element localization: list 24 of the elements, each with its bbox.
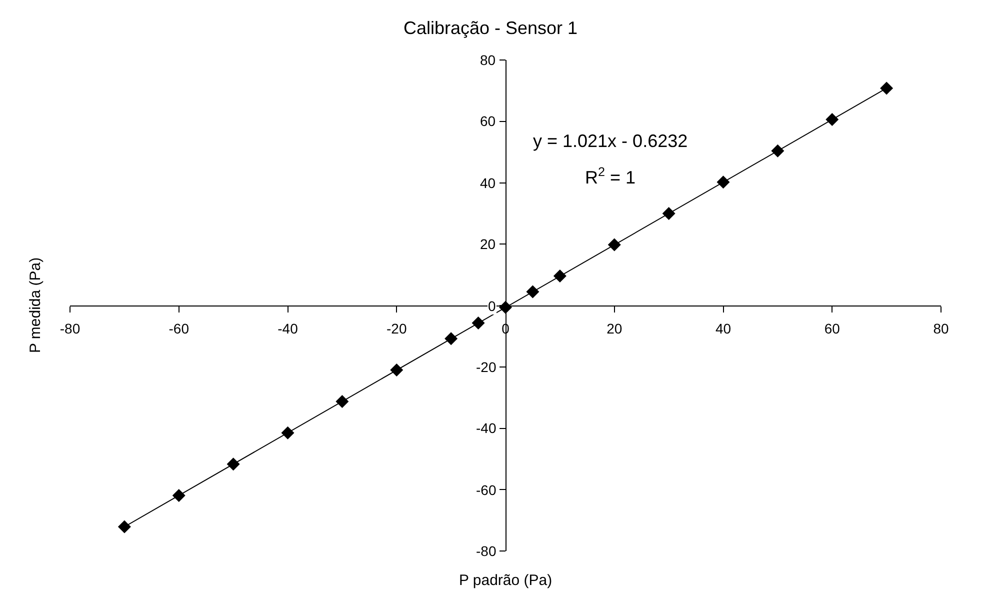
x-tick-label: -40: [278, 320, 298, 336]
x-axis-title: P padrão (Pa): [459, 572, 552, 589]
y-tick-label: 20: [480, 236, 496, 252]
x-tick-label: -20: [386, 320, 407, 336]
chart-title: Calibração - Sensor 1: [403, 18, 578, 38]
x-tick-label: -80: [60, 320, 80, 336]
y-tick-label: -40: [476, 420, 496, 436]
x-tick-label: -60: [168, 320, 190, 336]
y-tick-label: 60: [480, 113, 496, 129]
y-tick-label: 0: [488, 298, 496, 314]
y-tick-label: 80: [480, 52, 496, 68]
y-tick-label: 40: [480, 175, 496, 191]
x-tick-label: 80: [933, 320, 949, 336]
x-tick-label: 40: [715, 320, 732, 336]
y-tick-label: -80: [476, 543, 496, 559]
y-tick-label: -60: [476, 482, 496, 498]
point: [118, 520, 131, 534]
point: [880, 82, 894, 95]
annotation: R$^{2}$ = 1: [585, 165, 636, 188]
annotation: y = 1.021x - 0.6232: [533, 131, 688, 151]
y-axis-title: P medida (Pa): [27, 257, 44, 353]
y-tick-label: -20: [476, 359, 496, 375]
x-tick-label: 20: [606, 320, 622, 336]
x-tick-label: 60: [824, 320, 840, 336]
